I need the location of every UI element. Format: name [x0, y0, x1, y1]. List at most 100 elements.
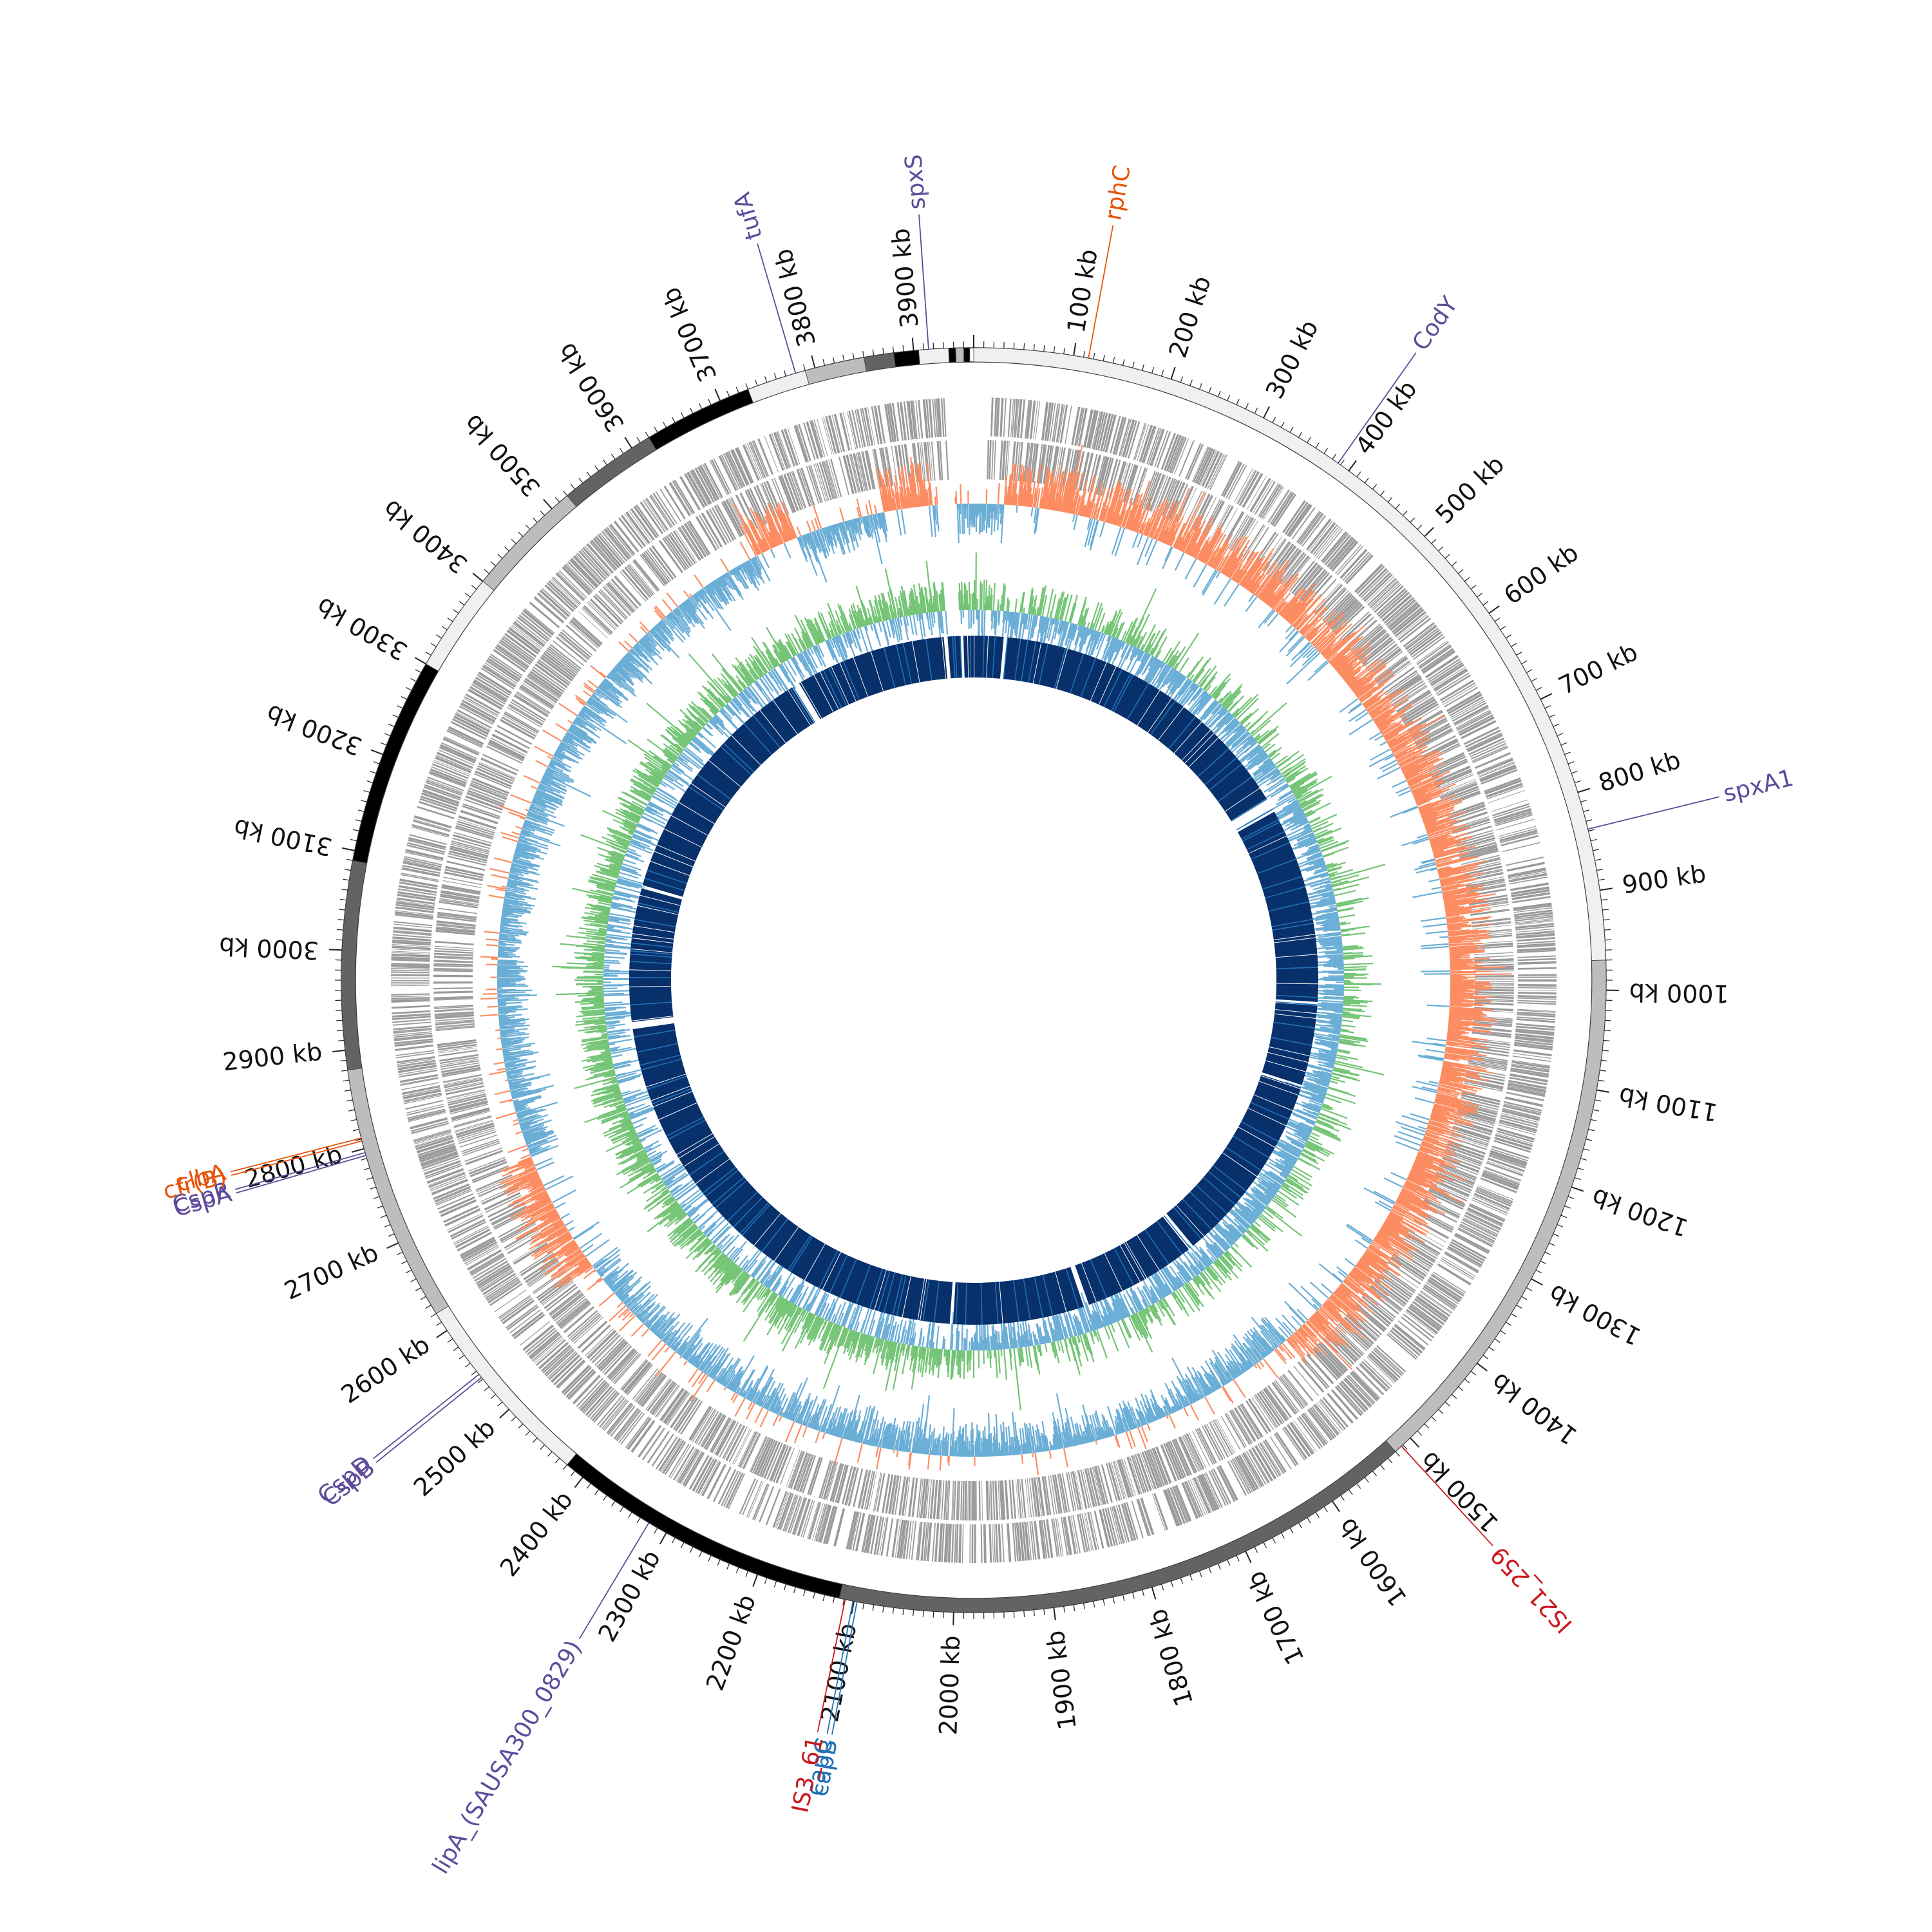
cds-forward [435, 755, 472, 771]
minor-tick [1602, 909, 1609, 911]
cds-forward [764, 436, 779, 473]
cds-forward [1507, 1086, 1546, 1095]
cds-forward [437, 1193, 474, 1210]
cds-reverse [916, 1478, 922, 1518]
cds-reverse [1184, 1434, 1202, 1470]
gc-content-bar [939, 1440, 942, 1456]
cds-forward [520, 612, 552, 638]
minor-tick [1236, 1555, 1240, 1562]
cds-forward [1495, 1133, 1533, 1148]
cds-reverse [1302, 1357, 1330, 1388]
minor-tick [384, 733, 391, 737]
cds-forward [1076, 408, 1085, 446]
cds-forward [996, 397, 1000, 437]
cds-forward [1268, 490, 1291, 524]
cds-reverse [464, 1148, 502, 1162]
cds-forward [542, 1346, 573, 1374]
cds-reverse [439, 1056, 479, 1065]
minor-tick [337, 1030, 344, 1032]
minor-tick [603, 1495, 607, 1501]
cds-forward [1422, 649, 1455, 674]
cds-forward [391, 1005, 431, 1009]
cds-forward [1403, 621, 1435, 648]
gc-content-bar [1414, 1097, 1435, 1104]
cds-reverse [1280, 553, 1305, 585]
cds-reverse [788, 1451, 804, 1488]
cds-reverse [1048, 1475, 1055, 1515]
cds-forward [1308, 1408, 1333, 1441]
cds-forward [757, 438, 774, 475]
cds-reverse [433, 981, 473, 984]
cds-reverse [911, 1477, 918, 1517]
cds-forward [910, 401, 916, 440]
cds-forward [936, 398, 940, 437]
cds-reverse [1155, 1446, 1172, 1484]
cds-reverse [1036, 1477, 1043, 1517]
cds-reverse [594, 1337, 623, 1367]
minor-tick [1180, 1577, 1184, 1584]
cds-forward [749, 441, 766, 478]
cds-reverse [596, 1338, 625, 1368]
contig-segment-16 [918, 348, 950, 365]
cds-reverse [1245, 1400, 1269, 1434]
gc-content-bar [947, 1455, 949, 1463]
cds-forward [1126, 1502, 1139, 1540]
cds-reverse [1044, 1475, 1052, 1515]
cds-forward [1165, 1489, 1180, 1526]
cds-forward [580, 549, 607, 579]
cds-forward [393, 1028, 432, 1034]
cds-forward [1428, 660, 1462, 683]
cds-forward [1204, 452, 1223, 489]
gc-content-bar [1072, 514, 1075, 522]
minor-tick [1122, 359, 1125, 366]
cds-forward [422, 789, 460, 804]
cds-reverse [491, 734, 528, 754]
cds-reverse [1439, 781, 1477, 796]
cds-forward [548, 580, 578, 609]
cds-forward [1405, 624, 1436, 649]
major-tick [1053, 1607, 1056, 1621]
cds-reverse [1211, 504, 1231, 540]
tick-label-3700kb: 3700 kb [656, 283, 722, 386]
cds-forward [528, 1331, 560, 1358]
cds-forward [1515, 930, 1555, 936]
minor-tick [1395, 1451, 1400, 1457]
cds-forward [1499, 829, 1538, 842]
minor-tick [1161, 370, 1164, 377]
cds-reverse [1220, 1416, 1241, 1450]
cds-forward [397, 1059, 436, 1066]
cds-forward [608, 1404, 634, 1435]
cds-reverse [1466, 878, 1505, 887]
cds-forward [1511, 892, 1551, 900]
cds-forward [393, 1027, 432, 1032]
cds-forward [415, 1135, 453, 1148]
cds-forward [1477, 1185, 1514, 1200]
cds-forward [620, 1413, 645, 1444]
cds-forward [1327, 536, 1353, 567]
cds-forward [994, 397, 998, 437]
minor-tick [525, 1430, 531, 1436]
cds-reverse [1416, 1213, 1452, 1233]
cds-reverse [542, 1281, 574, 1306]
cds-reverse [1456, 1114, 1495, 1126]
cds-reverse [709, 1417, 730, 1452]
minor-tick [1500, 1330, 1506, 1334]
cds-reverse [1343, 1316, 1374, 1345]
cds-reverse [1473, 1022, 1513, 1027]
cds-reverse [1419, 1209, 1455, 1229]
cds-reverse [457, 820, 495, 834]
minor-tick [1583, 1148, 1590, 1151]
cds-reverse [1444, 1150, 1482, 1165]
cds-reverse [904, 1477, 911, 1517]
cds-forward [1235, 1457, 1255, 1492]
cds-forward [1094, 1510, 1104, 1549]
cds-reverse [1470, 909, 1510, 916]
cds-forward [1450, 1241, 1485, 1262]
minor-tick [346, 1099, 353, 1102]
cds-forward [1451, 700, 1486, 720]
cds-forward [916, 1521, 921, 1560]
cds-reverse [943, 1480, 948, 1520]
cds-reverse [1262, 538, 1287, 572]
cds-reverse [898, 1476, 906, 1516]
cds-forward [506, 1304, 538, 1329]
